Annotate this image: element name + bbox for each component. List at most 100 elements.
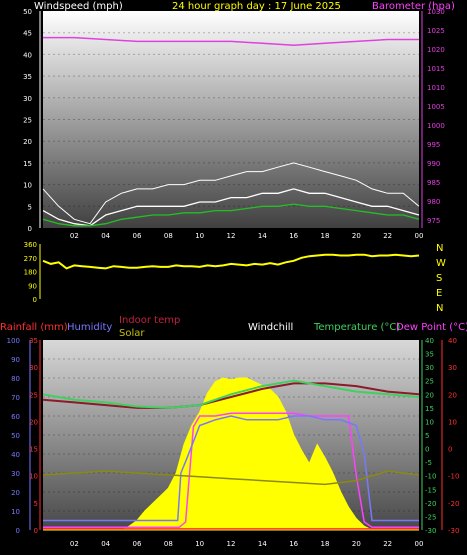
baro-tick-label: 980 — [427, 198, 440, 206]
wind-tick-label: 20 — [23, 138, 32, 146]
compass-label: W — [436, 258, 446, 269]
wind-line — [42, 188, 420, 227]
baro-tick-label: 995 — [427, 141, 440, 149]
temp-tick-label: -5 — [425, 459, 432, 467]
temp-tick-label: 20 — [425, 391, 434, 399]
dew-tick-label: -30 — [448, 527, 459, 535]
humidity-tick-label: 80 — [11, 375, 20, 383]
x-tick-label: 06 — [133, 232, 142, 240]
rain-tick-label: 20 — [29, 418, 38, 426]
temp-tick-label: -20 — [425, 500, 436, 508]
humidity-line — [43, 415, 419, 522]
temp-tick-label: 10 — [425, 418, 434, 426]
humidity-tick-label: 50 — [11, 432, 20, 440]
baro-tick-label: 1020 — [427, 46, 445, 54]
wind-tick-label: 45 — [23, 30, 32, 38]
x-tick-label: 08 — [164, 232, 173, 240]
x-tick-label: 00 — [415, 232, 424, 240]
temp-tick-label: 15 — [425, 405, 434, 413]
direction-tick-label: 360 — [24, 241, 37, 249]
humidity-tick-label: 100 — [7, 337, 20, 345]
baro-tick-label: 1005 — [427, 103, 445, 111]
x-tick-label: 04 — [101, 232, 110, 240]
direction-panel-bg — [43, 244, 419, 299]
dew-tick-label: 40 — [448, 337, 457, 345]
temp-tick-label: 40 — [425, 337, 434, 345]
wind_avg-line — [42, 203, 420, 227]
compass-label: S — [436, 273, 442, 284]
x-tick-label: 04 — [101, 540, 110, 548]
x-tick-label: 18 — [321, 232, 330, 240]
temp-tick-label: -25 — [425, 513, 436, 521]
x-tick-label: 00 — [415, 540, 424, 548]
wind-tick-label: 30 — [23, 95, 32, 103]
baro-tick-label: 1025 — [427, 27, 445, 35]
humidity-tick-label: 70 — [11, 394, 20, 402]
rain-tick-label: 35 — [29, 337, 38, 345]
legend-windchill: Windchill — [248, 322, 293, 333]
dew-tick-label: -10 — [448, 473, 459, 481]
humidity-tick-label: 60 — [11, 413, 20, 421]
humidity-tick-label: 90 — [11, 356, 20, 364]
x-tick-label: 10 — [195, 540, 204, 548]
wind-tick-label: 40 — [23, 51, 32, 59]
solar-area — [43, 377, 419, 531]
x-tick-label: 20 — [352, 232, 361, 240]
wind-tick-label: 25 — [23, 117, 32, 125]
temp-tick-label: -30 — [425, 527, 436, 535]
humidity-tick-label: 40 — [11, 451, 20, 459]
baro-tick-label: 990 — [427, 160, 440, 168]
wind-tick-label: 50 — [23, 8, 32, 16]
x-tick-label: 12 — [227, 540, 236, 548]
rain-tick-label: 5 — [34, 500, 38, 508]
baro-tick-label: 1010 — [427, 84, 445, 92]
x-tick-label: 06 — [133, 540, 142, 548]
x-tick-label: 20 — [352, 540, 361, 548]
dew-tick-label: 10 — [448, 418, 457, 426]
x-tick-label: 14 — [258, 232, 267, 240]
dew-tick-label: 30 — [448, 364, 457, 372]
wind-tick-label: 15 — [23, 160, 32, 168]
baro-tick-label: 1030 — [427, 8, 445, 16]
legend-indoor-temp: Indoor temp — [119, 315, 180, 326]
rain-tick-label: 0 — [34, 527, 38, 535]
compass-label: E — [436, 288, 442, 299]
x-tick-label: 22 — [383, 232, 392, 240]
temp-tick-label: -15 — [425, 486, 436, 494]
x-tick-label: 14 — [258, 540, 267, 548]
dew-line — [43, 412, 419, 529]
x-tick-label: 12 — [227, 232, 236, 240]
humidity-tick-label: 0 — [16, 527, 20, 535]
wind-tick-label: 5 — [28, 203, 32, 211]
rain-tick-label: 15 — [29, 446, 38, 454]
wind-tick-label: 35 — [23, 73, 32, 81]
rain-tick-label: 25 — [29, 391, 38, 399]
wind-panel-bg — [43, 11, 419, 228]
x-tick-label: 18 — [321, 540, 330, 548]
humidity-tick-label: 20 — [11, 489, 20, 497]
baro-tick-label: 985 — [427, 179, 440, 187]
dew-tick-label: 0 — [448, 446, 452, 454]
rain-tick-label: 10 — [29, 473, 38, 481]
direction-tick-label: 270 — [24, 255, 37, 263]
rain-tick-label: 30 — [29, 364, 38, 372]
baro-axis-label: Barometer (hpa) — [372, 1, 455, 12]
temp-tick-label: 0 — [425, 446, 429, 454]
wind-tick-label: 0 — [28, 225, 32, 233]
legend-temperature: Temperature (°C) — [313, 322, 400, 333]
baro-tick-label: 1015 — [427, 65, 445, 73]
chart-title: 24 hour graph day : 17 June 2025 — [172, 1, 341, 12]
direction-tick-label: 180 — [24, 269, 37, 277]
direction-tick-label: 0 — [33, 296, 37, 304]
indoor-line — [42, 382, 420, 409]
temp-tick-label: 30 — [425, 364, 434, 372]
wind-tick-label: 10 — [23, 182, 32, 190]
x-tick-label: 22 — [383, 540, 392, 548]
compass-label: N — [436, 303, 443, 314]
x-tick-label: 16 — [289, 232, 298, 240]
humidity-tick-label: 30 — [11, 470, 20, 478]
x-tick-label: 02 — [70, 540, 79, 548]
x-tick-label: 10 — [195, 232, 204, 240]
gust-line — [42, 162, 420, 225]
